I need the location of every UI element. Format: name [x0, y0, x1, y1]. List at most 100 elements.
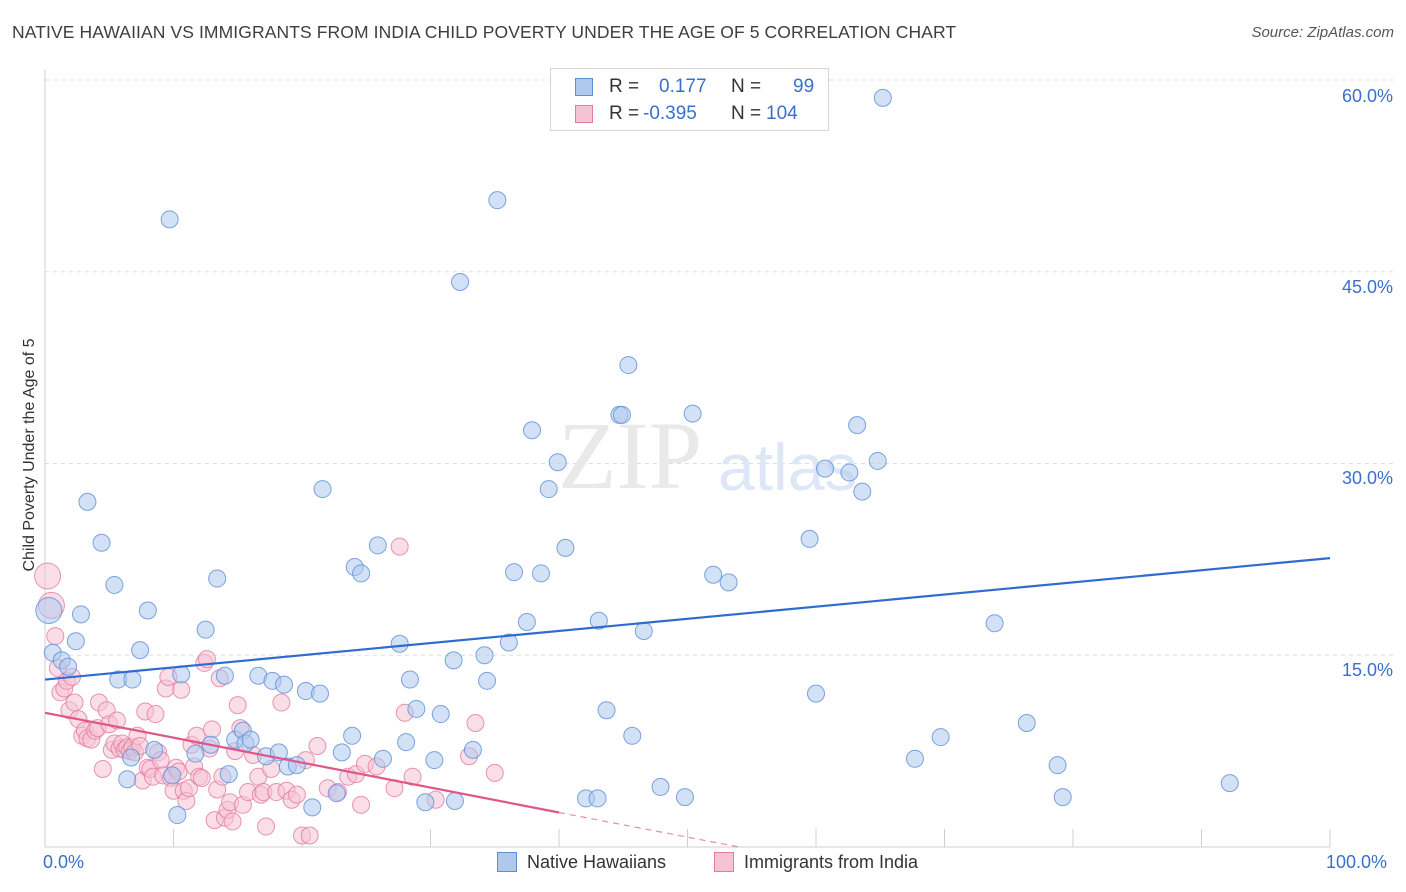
india-point [93, 760, 112, 779]
hawaiian-point [105, 575, 124, 594]
hawaiian-point [416, 793, 435, 812]
chart-title: NATIVE HAWAIIAN VS IMMIGRANTS FROM INDIA… [12, 22, 957, 42]
x-tick-min: 0.0% [43, 852, 85, 872]
n-value: 104 [766, 103, 798, 124]
legend-swatch-pink [575, 105, 593, 123]
hawaiian-point [92, 533, 111, 552]
legend-swatch-blue [575, 78, 593, 96]
hawaiian-point [597, 701, 616, 720]
hawaiian-point [488, 191, 507, 210]
hawaiian-point [123, 670, 142, 689]
india-point [287, 785, 306, 804]
hawaiian-point [343, 726, 362, 745]
hawaiian-point [444, 651, 463, 670]
hawaiian-point [131, 641, 150, 660]
india-point [187, 726, 206, 745]
india-point [390, 537, 409, 556]
hawaiian-point [168, 806, 187, 825]
india-point [203, 720, 222, 739]
hawaiian-point [840, 463, 859, 482]
hawaiian-point [815, 459, 834, 478]
hawaiian-point [313, 480, 332, 499]
hawaiian-point [196, 620, 215, 639]
india-trend-line [44, 711, 560, 814]
hawaiian-point [517, 613, 536, 632]
hawaiian-point [719, 573, 738, 592]
india-point [485, 763, 504, 782]
hawaiian-point [275, 675, 294, 694]
hawaiian-trend-line [44, 557, 1331, 681]
hawaiian-point [1048, 756, 1067, 775]
india-point [65, 693, 84, 712]
hawaiian-point [556, 538, 575, 557]
hawaiian-point [303, 798, 322, 817]
hawaiian-point [532, 564, 551, 583]
hawaiian-point [1017, 714, 1036, 733]
watermark-atlas: atlas [718, 430, 857, 504]
hawaiian-point [172, 665, 191, 684]
x-tick-max: 100.0% [1326, 852, 1388, 872]
india-point [272, 693, 291, 712]
legend-item-hawaiians: Native Hawaiians [497, 852, 666, 873]
hawaiian-point [463, 740, 482, 759]
hawaiian-point [548, 453, 567, 472]
hawaiian-point [425, 751, 444, 770]
hawaiian-point [499, 633, 518, 652]
y-tick-30: 30.0% [1341, 468, 1393, 488]
n-label: N = [731, 103, 762, 124]
hawaiian-point [118, 770, 137, 789]
hawaiian-point [431, 705, 450, 724]
hawaiian-point [397, 733, 416, 752]
india-point [192, 768, 211, 787]
legend-item-india: Immigrants from India [714, 852, 918, 873]
hawaiian-point [589, 611, 608, 630]
india-point [34, 562, 62, 590]
hawaiian-point [1220, 774, 1239, 793]
legend-label: Immigrants from India [744, 852, 919, 872]
hawaiian-point [352, 564, 371, 583]
hawaiian-point [675, 788, 694, 807]
hawaiian-point [35, 597, 63, 625]
n-label: N = [731, 76, 762, 97]
source-label: Source: ZipAtlas.com [1251, 24, 1394, 41]
hawaiian-point [66, 632, 85, 651]
hawaiian-point [619, 356, 638, 375]
hawaiian-point [78, 492, 97, 511]
hawaiian-point [327, 784, 346, 803]
hawaiian-point [523, 421, 542, 440]
hawaiian-point [588, 789, 607, 808]
india-point [308, 737, 327, 756]
hawaiian-point [390, 634, 409, 653]
hawaiian-point [1053, 788, 1072, 807]
hawaiian-point [651, 777, 670, 796]
india-point [107, 711, 126, 730]
hawaiian-point [683, 404, 702, 423]
india-trend-extension [558, 811, 740, 848]
r-value: -0.395 [643, 103, 697, 124]
hawaiian-point [373, 749, 392, 768]
legend-swatch-blue [497, 852, 517, 872]
r-value: 0.177 [659, 76, 707, 97]
india-point [223, 812, 242, 831]
hawaiian-point [800, 529, 819, 548]
hawaiian-point [623, 726, 642, 745]
hawaiian-point [219, 765, 238, 784]
hawaiian-point [505, 563, 524, 582]
hawaiian-point [122, 748, 141, 767]
hawaiian-point [215, 666, 234, 685]
india-point [228, 696, 247, 715]
india-point [146, 705, 165, 724]
hawaiian-point [985, 614, 1004, 633]
india-point [172, 680, 191, 699]
n-value: 99 [793, 76, 815, 97]
hawaiian-points [35, 88, 1239, 825]
hawaiian-point [71, 605, 90, 624]
india-point [300, 826, 319, 845]
legend-label: Native Hawaiians [527, 852, 667, 872]
watermark: ZIP atlas [558, 402, 857, 509]
hawaiian-point [407, 699, 426, 718]
r-label: R = [609, 103, 640, 124]
india-point [257, 817, 276, 836]
hawaiian-point [478, 671, 497, 690]
